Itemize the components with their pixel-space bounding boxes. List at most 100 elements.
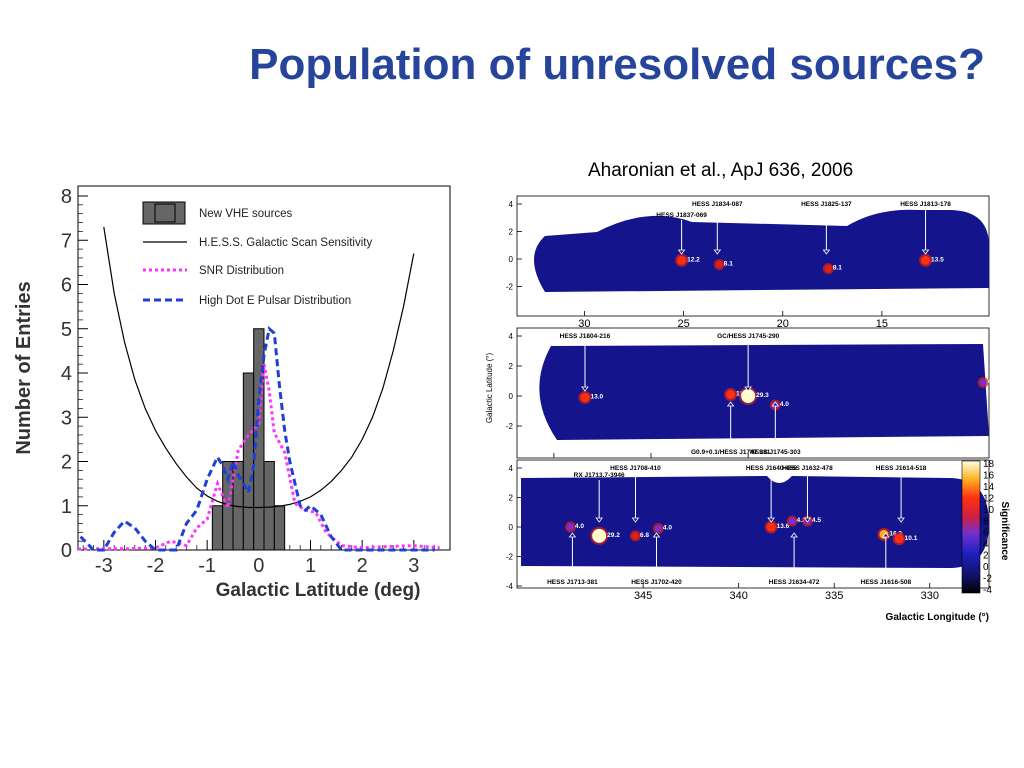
y-tick-label: 1 xyxy=(61,496,72,518)
colorbar-tick-label: 0 xyxy=(983,562,989,573)
x-tick-label: -1 xyxy=(198,555,216,577)
series-line-dashed xyxy=(79,325,435,552)
latitude-histogram-chart: 0 1 2 3 4 5 6 7 8 -3 -2 -1 0 1 2 3 New VHE sources H.E.S… xyxy=(13,185,451,601)
histogram-bar xyxy=(263,461,275,551)
source-arrow-head xyxy=(822,249,831,255)
map-y-tick-label: 4 xyxy=(509,200,514,209)
y-tick-label: 6 xyxy=(61,275,72,297)
map-x-tick-label: 30 xyxy=(578,318,590,330)
peak-value-label: 4.0 xyxy=(780,401,789,408)
source-label: HESS J1616-508 xyxy=(861,579,912,586)
source-label: HESS J1837-069 xyxy=(656,212,707,219)
source-arrow-head xyxy=(803,517,812,523)
y-tick-label: 8 xyxy=(61,186,72,208)
map-y-tick-label: -2 xyxy=(506,283,514,292)
source-label: HESS J1825-137 xyxy=(801,201,852,208)
legend-label: New VHE sources xyxy=(199,208,293,220)
source-arrow-head xyxy=(631,517,640,523)
significance-peak xyxy=(631,532,639,540)
significance-peak xyxy=(921,255,931,265)
source-label: HESS J1804-216 xyxy=(560,333,611,340)
map-y-tick-label: 4 xyxy=(509,332,514,341)
source-arrow-head xyxy=(652,532,661,538)
source-arrow-head xyxy=(897,517,905,523)
legend-swatch-box xyxy=(142,201,186,225)
significance-peak xyxy=(741,389,756,403)
map-x-axis-label: Galactic Longitude (°) xyxy=(886,612,989,623)
histogram-bar xyxy=(273,505,286,551)
source-label: HESS J1614-518 xyxy=(876,465,927,472)
map-x-tick-label: 15 xyxy=(876,318,888,330)
survey-region xyxy=(534,209,989,292)
colorbar-label: Significance xyxy=(999,502,1010,561)
x-tick-label: 1 xyxy=(305,555,316,577)
peak-value-label: 13.6 xyxy=(777,523,790,530)
survey-region xyxy=(539,344,989,440)
source-arrow-head xyxy=(568,532,577,538)
peak-value-label: 4.0 xyxy=(663,524,672,531)
source-arrow-head xyxy=(921,249,930,255)
peak-value-label: 8.1 xyxy=(724,261,733,268)
source-arrow-head xyxy=(581,386,589,392)
series-line-solid xyxy=(103,226,415,509)
x-tick-label: 3 xyxy=(408,555,419,577)
significance-peak xyxy=(592,528,607,543)
colorbar-tick-label: 10 xyxy=(983,505,995,516)
source-label: HESS J1634-472 xyxy=(769,579,820,586)
map-x-tick-label: 345 xyxy=(634,590,652,602)
peak-value-label: 6.8 xyxy=(640,532,649,539)
map-x-tick-label: 330 xyxy=(921,590,939,602)
significance-peak xyxy=(580,393,590,402)
y-tick-label: 2 xyxy=(61,452,72,474)
source-arrow-head xyxy=(726,401,735,407)
map-x-tick-label: 335 xyxy=(825,590,843,602)
histogram-bar xyxy=(253,328,265,551)
source-label: HESS J1702-420 xyxy=(631,579,682,586)
peak-value-label: 29.3 xyxy=(756,392,769,399)
y-tick-label: 0 xyxy=(61,540,72,562)
legend-swatch-inner xyxy=(154,203,176,223)
significance-peak xyxy=(715,261,723,268)
colorbar-scale xyxy=(961,460,981,594)
peak-value-label: 13.5 xyxy=(931,256,944,263)
map-y-tick-label: 2 xyxy=(509,362,514,371)
survey-region xyxy=(521,476,989,568)
peak-value-label: 10.1 xyxy=(905,535,918,542)
colorbar-tick-label: 4 xyxy=(983,539,989,550)
map-y-tick-label: 2 xyxy=(509,494,514,503)
slide-title: Population of unresolved sources? xyxy=(249,40,985,89)
colorbar-tick-label: 12 xyxy=(983,493,995,504)
colorbar-tick-label: 18 xyxy=(983,459,995,470)
significance-peak xyxy=(894,534,904,544)
source-arrow-head xyxy=(882,532,890,538)
source-arrow-head xyxy=(771,401,780,407)
map-y-tick-label: -2 xyxy=(506,553,514,562)
source-arrow-head xyxy=(790,532,798,538)
peak-value-label: 4.0 xyxy=(988,379,997,386)
source-arrow-head xyxy=(767,517,775,523)
x-tick-label: 2 xyxy=(357,555,368,577)
colorbar-tick-label: 14 xyxy=(983,482,995,493)
peak-value-label: 4.0 xyxy=(575,523,584,530)
source-label: GC/HESS J1745-290 xyxy=(717,333,780,340)
source-label: HESS J1708-410 xyxy=(610,465,661,472)
map-y-tick-label: 0 xyxy=(509,523,514,532)
peak-value-label: 4.2 xyxy=(797,517,806,524)
source-arrow-head xyxy=(744,386,752,392)
colorbar-tick-label: -2 xyxy=(983,574,992,585)
peak-value-label: 13.0 xyxy=(590,394,603,401)
series-line-dotted xyxy=(77,363,440,551)
map-y-tick-label: 4 xyxy=(509,464,514,473)
source-label: HESS J1813-178 xyxy=(900,201,951,208)
significance-peak xyxy=(567,523,575,531)
significance-peak xyxy=(824,265,832,273)
peak-value-label: 4.5 xyxy=(812,517,821,524)
peak-value-label: 12.2 xyxy=(687,256,700,263)
source-label: HESS J1632-478 xyxy=(782,465,833,472)
significance-peak xyxy=(766,522,776,532)
map-x-tick-label: 20 xyxy=(777,318,789,330)
histogram-bar xyxy=(242,372,255,551)
